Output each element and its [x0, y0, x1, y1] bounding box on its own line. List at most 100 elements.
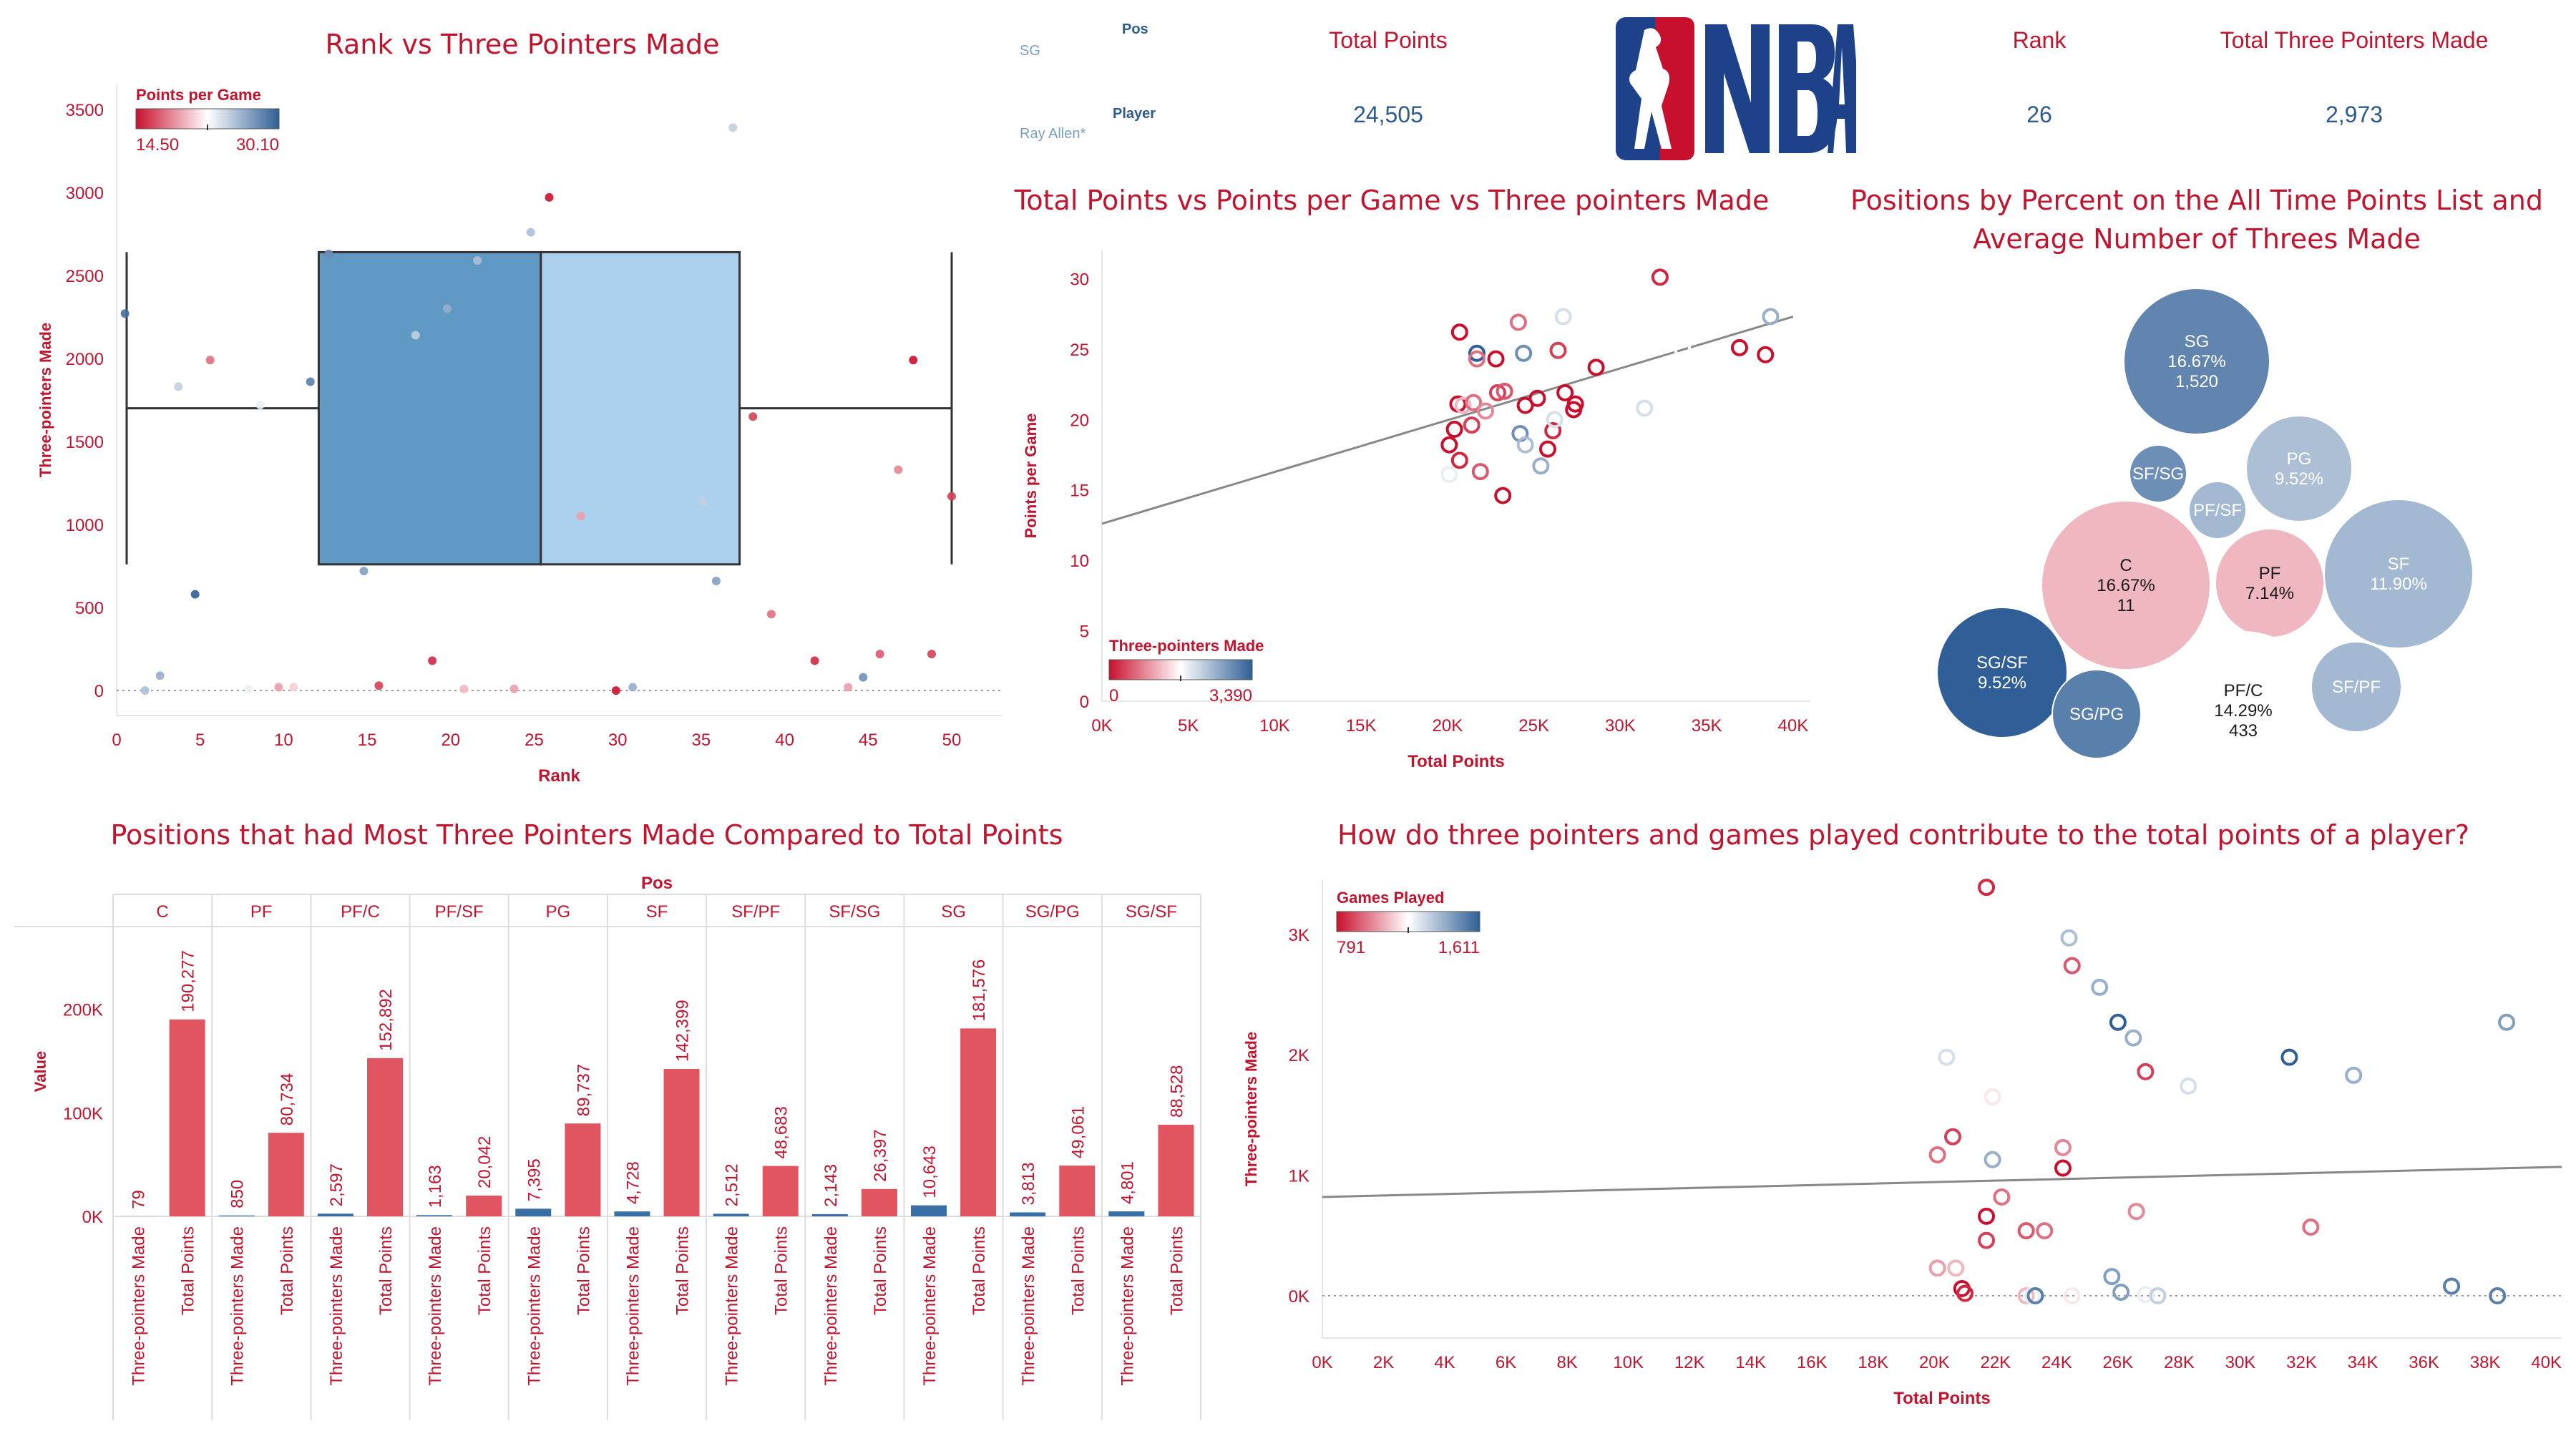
bar-total-label: 48,683 — [772, 1106, 791, 1158]
scatter-games-point — [2112, 1284, 2130, 1301]
scatter-ppg-point — [1544, 422, 1562, 439]
scatter-games-ytick: 2K — [1289, 1046, 1309, 1065]
bubble-pf-sf — [2188, 481, 2247, 539]
rank-value: 26 — [2026, 102, 2052, 127]
scatter-ppg-point — [1450, 451, 1468, 469]
bubble-text: SG — [2185, 332, 2210, 351]
scatter-games-point — [1978, 879, 1996, 897]
scatter-games-point — [1984, 1088, 2001, 1106]
bars-category: PF — [250, 902, 273, 922]
scatter-games-point — [2054, 1159, 2072, 1177]
scatter-games-point — [1978, 1207, 1996, 1225]
scatter-games-xtick: 32K — [2286, 1353, 2317, 1372]
scatter-ppg-title: Total Points vs Points per Game vs Three… — [1014, 185, 1770, 216]
box-lower-half — [317, 250, 542, 566]
boxplot-legend-max: 30.10 — [236, 135, 279, 155]
bars-ytick: 200K — [63, 1001, 103, 1020]
scatter-games-xtick: 10K — [1613, 1353, 1644, 1372]
scatter-games-point — [2017, 1287, 2035, 1305]
scatter-ppg-xtick: 30K — [1605, 716, 1636, 736]
bars-header-label: Pos — [641, 874, 673, 893]
bubble-text: PF/SF — [2193, 501, 2242, 520]
bars-measure-three: Three-pointers Made — [525, 1226, 544, 1386]
scatter-ppg-trend-line — [1101, 316, 1794, 525]
bubble-text: 7.14% — [2245, 584, 2294, 603]
scatter-games-point — [1928, 1259, 1946, 1277]
boxplot-point — [374, 681, 384, 690]
boxplot-xtick: 35 — [692, 731, 711, 750]
scatter-ppg-point — [1471, 463, 1489, 481]
boxplot-point — [324, 249, 333, 258]
bar-total-label: 26,397 — [871, 1129, 890, 1181]
scatter-ppg-point — [1463, 416, 1480, 434]
bar-total-label: 88,528 — [1167, 1065, 1186, 1118]
scatter-games-point — [2443, 1277, 2461, 1295]
bubble-pf — [2215, 528, 2325, 638]
bars-measure-three: Three-pointers Made — [130, 1226, 149, 1386]
bar-total-label: 89,737 — [574, 1064, 593, 1116]
bubble-sg — [2123, 288, 2270, 435]
scatter-ppg-point — [1450, 323, 1468, 341]
player-filter-value[interactable]: Ray Allen* — [1020, 126, 1086, 142]
boxplot-point — [698, 497, 708, 506]
bars-category: SF — [646, 902, 668, 922]
boxplot-point — [190, 590, 200, 599]
scatter-ppg-point — [1556, 384, 1574, 401]
scatter-games-xtick: 22K — [1980, 1353, 2011, 1372]
scatter-ppg-ytick: 5 — [1080, 622, 1089, 642]
scatter-ppg-point — [1528, 389, 1546, 407]
scatter-ppg-point — [1532, 457, 1550, 475]
bubble-c — [2041, 500, 2211, 670]
bars-ytick: 0K — [82, 1208, 103, 1227]
bar-three-label: 2,143 — [821, 1164, 841, 1207]
bubble-text: PF — [2259, 564, 2281, 583]
scatter-games-point — [2063, 957, 2081, 975]
scatter-games-xtick: 12K — [1674, 1353, 1705, 1372]
pos-filter-value[interactable]: SG — [1020, 43, 1040, 59]
scatter-games-point — [2026, 1287, 2044, 1305]
boxplot-point — [728, 123, 738, 132]
boxplot-point — [174, 382, 183, 391]
scatter-games-xtick: 30K — [2225, 1353, 2256, 1372]
scatter-games-point — [1947, 1259, 1965, 1277]
scatter-games-title: How do three pointers and games played c… — [1337, 819, 2470, 851]
boxplot-xtick: 40 — [775, 731, 794, 750]
bar-total-points — [268, 1133, 304, 1216]
scatter-ppg-legend-max: 3,390 — [1209, 686, 1252, 705]
scatter-games-point — [2302, 1218, 2320, 1236]
boxplot-point — [205, 356, 215, 365]
scatter-games-xlabel: Total Points — [1893, 1389, 1991, 1408]
bars-title: Positions that had Most Three Pointers M… — [110, 819, 1063, 851]
bars-measure-three: Three-pointers Made — [821, 1226, 841, 1386]
bar-three-pointers — [713, 1213, 749, 1216]
scatter-ppg-point — [1454, 396, 1472, 414]
bar-three-pointers — [614, 1211, 650, 1216]
scatter-ppg-point — [1494, 487, 1512, 504]
bubble-sg-sf — [1936, 607, 2068, 738]
bubble-text: SG/SF — [1976, 653, 2028, 673]
bars-category: SG/SF — [1126, 902, 1177, 922]
boxplot-legend-title: Points per Game — [136, 86, 261, 104]
bars-category: PG — [545, 902, 570, 922]
bubble-text: 11 — [2117, 596, 2135, 615]
boxplot-xtick: 50 — [942, 731, 962, 750]
bubble-text: PF/C — [2224, 681, 2263, 700]
scatter-ppg-point — [1468, 344, 1485, 362]
scatter-ppg-point — [1477, 402, 1495, 420]
scatter-games-ytick: 0K — [1289, 1287, 1309, 1307]
scatter-games-point — [2489, 1287, 2507, 1305]
bars-measure-total: Total Points — [278, 1226, 297, 1315]
bar-total-points — [367, 1058, 403, 1216]
player-filter-label: Player — [1113, 106, 1156, 122]
boxplot-point — [810, 656, 819, 665]
bar-total-label: 80,734 — [278, 1073, 297, 1125]
scatter-ppg-point — [1465, 394, 1483, 411]
boxplot-point — [411, 331, 420, 340]
scatter-games-legend-min: 791 — [1337, 938, 1365, 957]
boxplot-ytick: 3500 — [66, 101, 104, 120]
scatter-ppg-point — [1496, 382, 1513, 400]
bar-three-pointers — [1010, 1212, 1046, 1216]
bars-category: SF/SG — [829, 902, 880, 922]
bars-category: SF/PF — [731, 902, 780, 922]
bar-three-label: 1,163 — [426, 1165, 445, 1208]
